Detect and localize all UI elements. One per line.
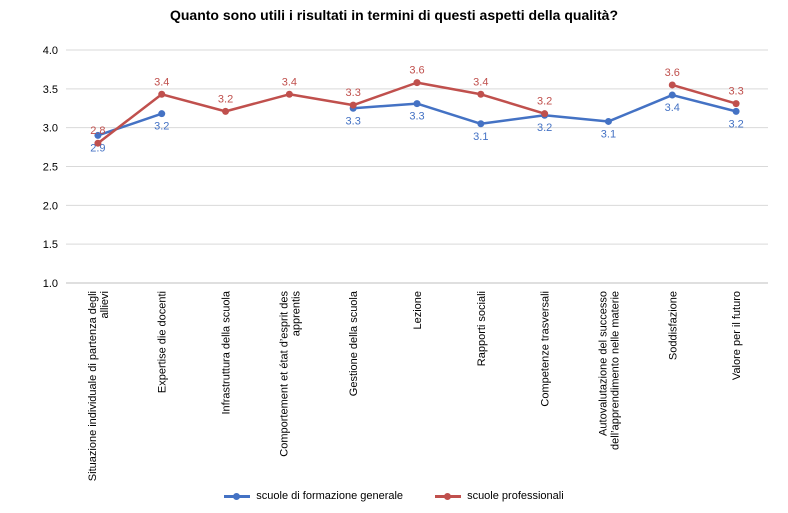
data-label-0: 3.3: [346, 115, 361, 127]
data-label-0: 2.9: [90, 142, 105, 154]
legend-marker-professional: [435, 491, 462, 501]
x-tick-label: Infrastruttura della scuola: [221, 290, 233, 414]
y-tick-label: 1.0: [43, 278, 58, 290]
data-label-1: 3.4: [473, 76, 488, 88]
data-point-0: [94, 131, 102, 139]
x-tick-label: Lezione: [412, 291, 424, 330]
data-label-1: 3.6: [409, 65, 424, 77]
x-tick-label: Autovalutazione del successodell’apprend…: [597, 291, 621, 450]
data-label-1: 3.4: [282, 76, 297, 88]
data-point-1: [158, 90, 166, 98]
x-tick-label: Valore per il futuro: [731, 291, 743, 380]
data-label-0: 3.1: [473, 131, 488, 143]
data-point-0: [668, 91, 676, 99]
data-label-1: 3.4: [154, 76, 169, 88]
data-label-1: 3.2: [218, 93, 233, 105]
data-label-0: 3.1: [601, 128, 616, 140]
x-tick-label: Competenze trasversali: [540, 291, 552, 407]
data-point-0: [604, 117, 612, 125]
y-tick-label: 2.5: [43, 162, 58, 174]
x-tick-label: Comportement et état d’esprit desapprent…: [278, 291, 302, 457]
data-point-1: [349, 101, 357, 109]
legend-item-professional: scuole professionali: [435, 490, 564, 502]
data-point-0: [477, 120, 485, 128]
x-tick-label: Situazione individuale di partenza degli…: [87, 291, 111, 481]
data-label-0: 3.2: [154, 121, 169, 133]
data-label-0: 3.4: [665, 102, 680, 114]
data-point-1: [668, 81, 676, 89]
x-tick-label: Gestione della scuola: [348, 290, 360, 396]
data-point-0: [158, 110, 166, 118]
chart-legend: scuole di formazione generale scuole pro…: [0, 490, 788, 502]
data-point-1: [94, 139, 102, 147]
y-tick-label: 4.0: [43, 45, 58, 57]
data-label-1: 3.2: [537, 96, 552, 108]
data-point-0: [732, 107, 740, 115]
chart-title: Quanto sono utili i risultati in termini…: [169, 7, 619, 23]
data-label-0: 3.2: [537, 122, 552, 134]
data-label-0: 3.2: [728, 118, 743, 130]
data-point-1: [732, 100, 740, 108]
data-point-1: [413, 79, 421, 87]
legend-label-professional: scuole professionali: [467, 490, 564, 502]
data-point-1: [285, 90, 293, 98]
legend-item-general: scuole di formazione generale: [224, 490, 403, 502]
x-tick-label: Expertise die docenti: [157, 291, 169, 393]
data-label-0: 3.3: [409, 111, 424, 123]
y-tick-label: 3.5: [43, 84, 58, 96]
data-label-1: 2.8: [90, 125, 105, 137]
legend-marker-general: [224, 491, 251, 501]
data-label-1: 3.3: [728, 86, 743, 98]
series-line-1: [671, 83, 738, 105]
legend-label-general: scuole di formazione generale: [256, 490, 404, 502]
data-point-1: [477, 90, 485, 98]
y-tick-label: 1.5: [43, 239, 58, 251]
y-tick-label: 3.0: [43, 123, 58, 135]
data-point-1: [541, 110, 549, 118]
x-tick-label: Rapporti sociali: [476, 291, 488, 366]
series-line-0: [96, 112, 163, 137]
data-point-0: [413, 100, 421, 108]
y-tick-label: 2.0: [43, 200, 58, 212]
series-line-1: [96, 81, 546, 145]
data-point-1: [222, 107, 230, 115]
data-label-1: 3.3: [346, 87, 361, 99]
data-label-1: 3.6: [665, 67, 680, 79]
x-tick-label: Soddisfazione: [667, 291, 679, 360]
